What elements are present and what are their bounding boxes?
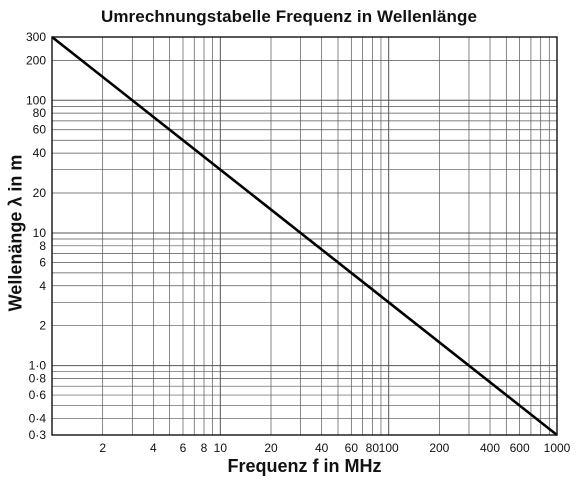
plot-frame [51,36,558,436]
y-tick-label: 1·0 [29,359,47,373]
x-axis-label: Frequenz f in MHz [227,456,382,476]
y-tick-label: 60 [33,123,47,137]
x-tick-label: 2 [99,441,106,455]
x-tick-label: 80 [366,441,380,455]
y-tick-label: 20 [33,186,47,200]
grid [52,37,557,436]
y-tick-label: 80 [33,106,47,120]
x-tick-label: 600 [510,441,530,455]
y-tick-label: 200 [26,53,46,67]
x-tick-label: 200 [429,441,449,455]
series-line [51,35,558,437]
y-tick-label: 10 [33,226,47,240]
y-tick-label: 6 [39,255,46,269]
x-tick-label: 20 [264,441,278,455]
x-tick-label: 60 [345,441,359,455]
y-tick-label: 0·3 [29,428,47,442]
x-tick-label: 8 [201,441,208,455]
x-tick-labels: 2 4 6 8 10 20 40 60 80 100 200 400 600 1000 [99,441,570,455]
series-layer [51,35,558,437]
x-tick-label: 4 [150,441,157,455]
y-axis-label-wrap: Wellenänge λ in m [2,30,30,435]
x-tick-label: 40 [315,441,329,455]
y-axis-label: Wellenänge λ in m [5,154,26,311]
x-tick-label: 10 [214,441,228,455]
x-tick-label: 100 [379,441,399,455]
y-tick-label: 40 [33,146,47,160]
y-tick-label: 300 [26,30,46,44]
x-tick-label: 6 [180,441,187,455]
x-tick-label: 400 [480,441,500,455]
y-tick-label: 2 [39,319,46,333]
y-tick-label: 0·4 [29,411,47,425]
chart-title: Umrechnungstabelle Frequenz in Wellenlän… [100,7,478,26]
y-tick-label: 4 [39,279,46,293]
x-tick-label: 1000 [544,441,571,455]
y-tick-label: 0·8 [29,371,47,385]
y-tick-label: 0·6 [29,388,47,402]
y-tick-label: 8 [39,239,46,253]
y-tick-label: 100 [26,93,46,107]
